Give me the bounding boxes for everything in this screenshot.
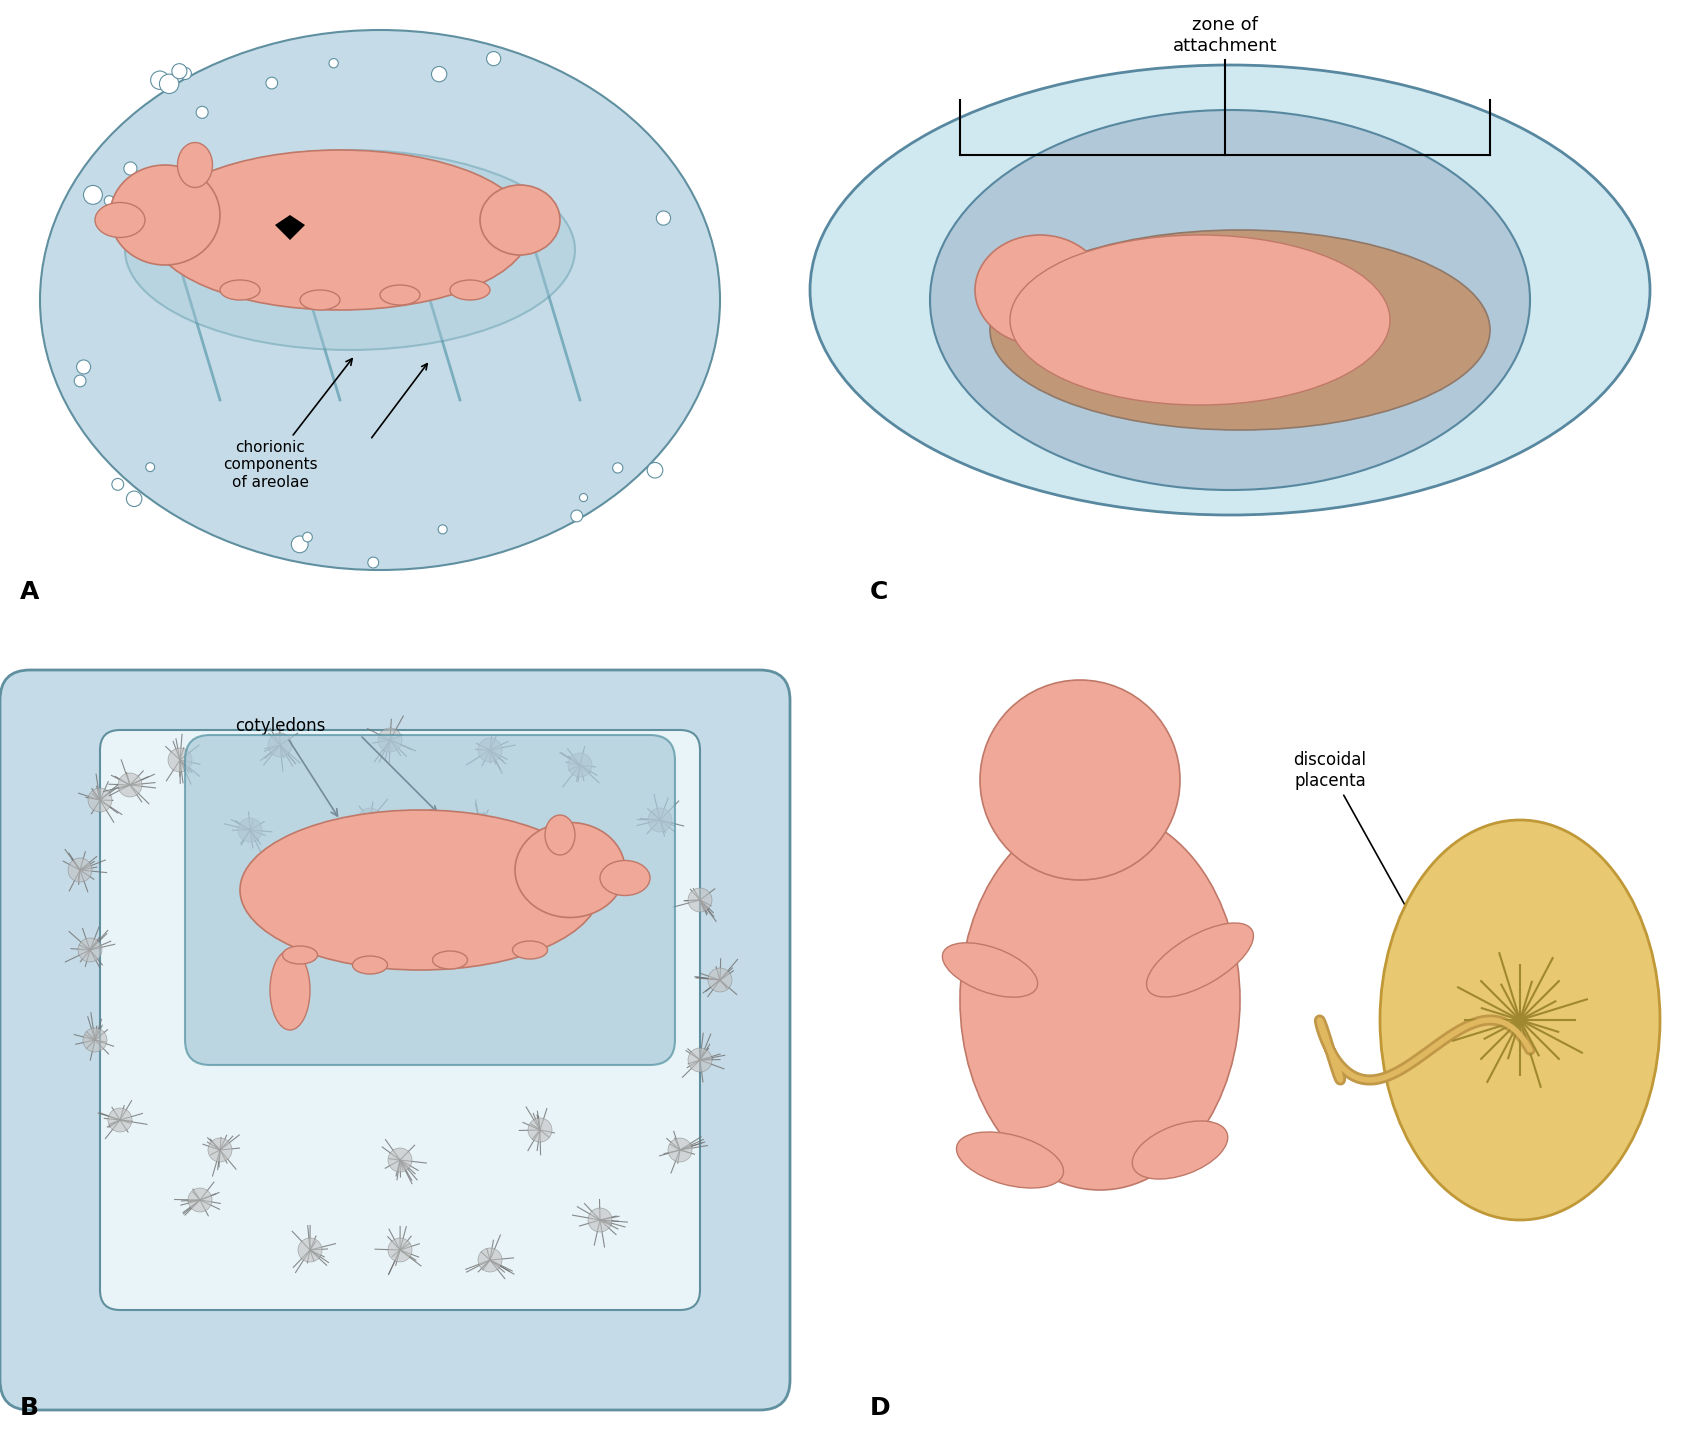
- Text: chorionic
components
of areolae: chorionic components of areolae: [223, 359, 352, 490]
- Circle shape: [303, 532, 313, 542]
- Ellipse shape: [959, 810, 1240, 1190]
- Circle shape: [668, 1138, 692, 1163]
- Circle shape: [151, 71, 169, 90]
- Text: A: A: [20, 580, 39, 604]
- Ellipse shape: [283, 946, 318, 964]
- Ellipse shape: [990, 230, 1491, 429]
- Circle shape: [196, 107, 208, 119]
- Circle shape: [118, 774, 142, 797]
- Ellipse shape: [125, 150, 575, 350]
- Ellipse shape: [1147, 923, 1254, 996]
- Circle shape: [328, 59, 338, 68]
- Circle shape: [208, 1138, 232, 1163]
- Ellipse shape: [1010, 236, 1391, 405]
- Ellipse shape: [980, 680, 1179, 881]
- Circle shape: [431, 67, 447, 82]
- Circle shape: [173, 64, 186, 78]
- Ellipse shape: [956, 1132, 1064, 1189]
- Text: D: D: [870, 1395, 890, 1420]
- Circle shape: [168, 748, 191, 772]
- Ellipse shape: [433, 951, 467, 969]
- Ellipse shape: [151, 150, 530, 309]
- Circle shape: [648, 808, 672, 831]
- Circle shape: [528, 1118, 552, 1142]
- Circle shape: [146, 463, 154, 471]
- Circle shape: [589, 1207, 613, 1232]
- Circle shape: [74, 375, 86, 388]
- Circle shape: [387, 1148, 411, 1173]
- Text: cotyledons: cotyledons: [235, 717, 337, 816]
- Circle shape: [469, 813, 492, 837]
- Circle shape: [112, 479, 124, 490]
- Ellipse shape: [240, 810, 601, 970]
- Circle shape: [359, 808, 382, 831]
- Circle shape: [108, 1108, 132, 1132]
- Ellipse shape: [271, 950, 310, 1030]
- Text: zone of
attachment: zone of attachment: [1173, 16, 1277, 55]
- Circle shape: [579, 493, 587, 502]
- Ellipse shape: [601, 860, 650, 895]
- Ellipse shape: [1381, 820, 1660, 1220]
- Ellipse shape: [381, 285, 420, 305]
- Text: discoidal
placenta: discoidal placenta: [1293, 752, 1428, 946]
- Ellipse shape: [545, 816, 575, 855]
- Text: B: B: [20, 1395, 39, 1420]
- Circle shape: [613, 463, 623, 473]
- Circle shape: [239, 818, 262, 842]
- Circle shape: [291, 536, 308, 552]
- Ellipse shape: [931, 110, 1530, 490]
- Ellipse shape: [810, 65, 1650, 515]
- Circle shape: [707, 967, 733, 992]
- Circle shape: [76, 360, 91, 375]
- Circle shape: [479, 1248, 503, 1272]
- Ellipse shape: [1132, 1121, 1228, 1178]
- Circle shape: [127, 492, 142, 506]
- Polygon shape: [276, 215, 305, 240]
- Circle shape: [83, 1028, 107, 1053]
- Circle shape: [267, 733, 293, 758]
- Ellipse shape: [481, 185, 560, 254]
- Ellipse shape: [220, 281, 261, 299]
- Circle shape: [105, 195, 115, 205]
- Ellipse shape: [41, 30, 721, 570]
- Circle shape: [83, 185, 103, 204]
- FancyBboxPatch shape: [184, 735, 675, 1066]
- Circle shape: [266, 77, 277, 88]
- Circle shape: [88, 788, 112, 813]
- Circle shape: [78, 938, 102, 962]
- Circle shape: [124, 162, 137, 175]
- Ellipse shape: [110, 165, 220, 265]
- Circle shape: [656, 211, 670, 226]
- Circle shape: [648, 463, 663, 479]
- Ellipse shape: [975, 236, 1105, 346]
- Ellipse shape: [513, 941, 548, 959]
- Circle shape: [689, 888, 712, 912]
- Ellipse shape: [450, 281, 491, 299]
- Circle shape: [689, 1048, 712, 1071]
- Circle shape: [179, 68, 191, 80]
- FancyBboxPatch shape: [0, 669, 790, 1410]
- Ellipse shape: [178, 143, 213, 188]
- Circle shape: [298, 1238, 321, 1262]
- Circle shape: [188, 1189, 212, 1212]
- Circle shape: [479, 737, 503, 762]
- Ellipse shape: [95, 202, 146, 237]
- Circle shape: [377, 727, 403, 752]
- Circle shape: [569, 753, 592, 777]
- Circle shape: [367, 557, 379, 568]
- Circle shape: [570, 510, 582, 522]
- FancyBboxPatch shape: [100, 730, 700, 1310]
- Circle shape: [68, 857, 91, 882]
- Circle shape: [438, 525, 447, 534]
- Text: C: C: [870, 580, 888, 604]
- Ellipse shape: [514, 823, 624, 918]
- Ellipse shape: [299, 291, 340, 309]
- Ellipse shape: [942, 943, 1037, 998]
- Ellipse shape: [352, 956, 387, 975]
- Circle shape: [159, 74, 179, 94]
- Circle shape: [487, 52, 501, 65]
- Circle shape: [387, 1238, 411, 1262]
